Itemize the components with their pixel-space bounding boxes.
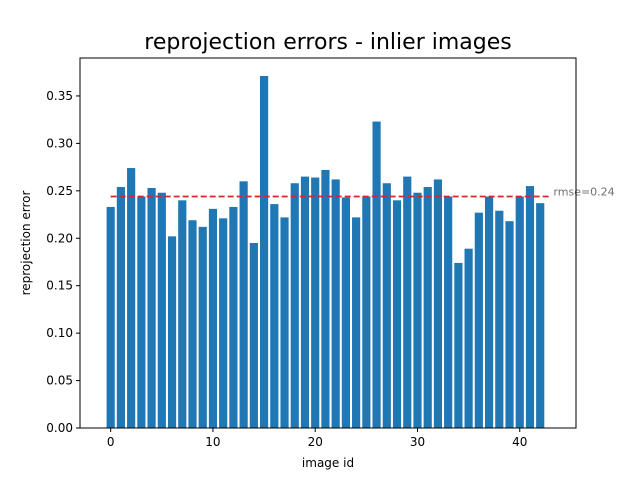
x-axis-label: image id	[302, 456, 354, 470]
bar	[208, 208, 218, 428]
bar	[372, 121, 381, 429]
y-axis-label: reprojection error	[19, 191, 33, 296]
y-tick-label: 0.35	[46, 89, 73, 103]
bar	[229, 206, 238, 428]
bar	[300, 176, 310, 428]
bar	[331, 179, 340, 428]
bar	[536, 203, 545, 428]
plot-area-frame	[79, 57, 577, 429]
bar	[167, 236, 177, 428]
rmse-annotation: rmse=0.24	[553, 186, 614, 199]
bar	[249, 243, 258, 428]
y-tick-label: 0.30	[46, 136, 73, 150]
bar	[484, 196, 494, 428]
bar	[280, 217, 289, 428]
bar	[311, 177, 320, 428]
x-tick-label: 10	[205, 435, 220, 449]
x-axis-ticks: 0 10 20 30 40	[107, 428, 527, 449]
bar	[392, 200, 402, 428]
bar	[341, 197, 350, 428]
bar	[413, 192, 422, 428]
bar	[157, 192, 166, 428]
bar	[362, 196, 371, 428]
y-tick-label: 0.20	[46, 231, 73, 245]
bar	[106, 206, 115, 428]
x-tick-label: 20	[308, 435, 323, 449]
x-tick-label: 0	[107, 435, 115, 449]
bar	[515, 196, 524, 428]
bar	[137, 196, 146, 428]
chart-title: reprojection errors - inlier images	[144, 30, 511, 55]
bar	[178, 200, 187, 428]
bar	[321, 169, 330, 428]
reference-line-group: rmse=0.24	[110, 186, 615, 199]
bar	[219, 218, 228, 428]
x-tick-label: 30	[410, 435, 425, 449]
y-tick-label: 0.10	[46, 326, 73, 340]
bar	[127, 168, 136, 429]
bar	[352, 217, 361, 428]
bar	[474, 212, 483, 428]
y-axis-ticks: 0.00 0.05 0.10 0.15 0.20 0.25 0.30 0.35	[46, 89, 80, 435]
bar	[464, 248, 473, 428]
bar	[505, 221, 514, 428]
bar	[239, 181, 248, 428]
bar	[495, 210, 504, 428]
x-tick-label: 40	[512, 435, 527, 449]
y-tick-label: 0.05	[46, 374, 73, 388]
bar	[525, 186, 535, 428]
bar	[270, 204, 279, 428]
y-tick-label: 0.15	[46, 279, 73, 293]
bar	[147, 187, 156, 428]
bar	[290, 183, 299, 428]
bars-group	[106, 76, 545, 429]
bar	[259, 76, 269, 429]
y-tick-label: 0.00	[46, 421, 73, 435]
bar	[454, 262, 463, 428]
bar	[198, 226, 207, 428]
bar	[403, 176, 412, 428]
y-tick-label: 0.25	[46, 184, 73, 198]
bar	[188, 220, 197, 428]
bar	[433, 179, 443, 428]
bar	[423, 187, 432, 428]
bar	[116, 187, 125, 428]
bar	[444, 196, 453, 428]
bar	[382, 183, 391, 428]
